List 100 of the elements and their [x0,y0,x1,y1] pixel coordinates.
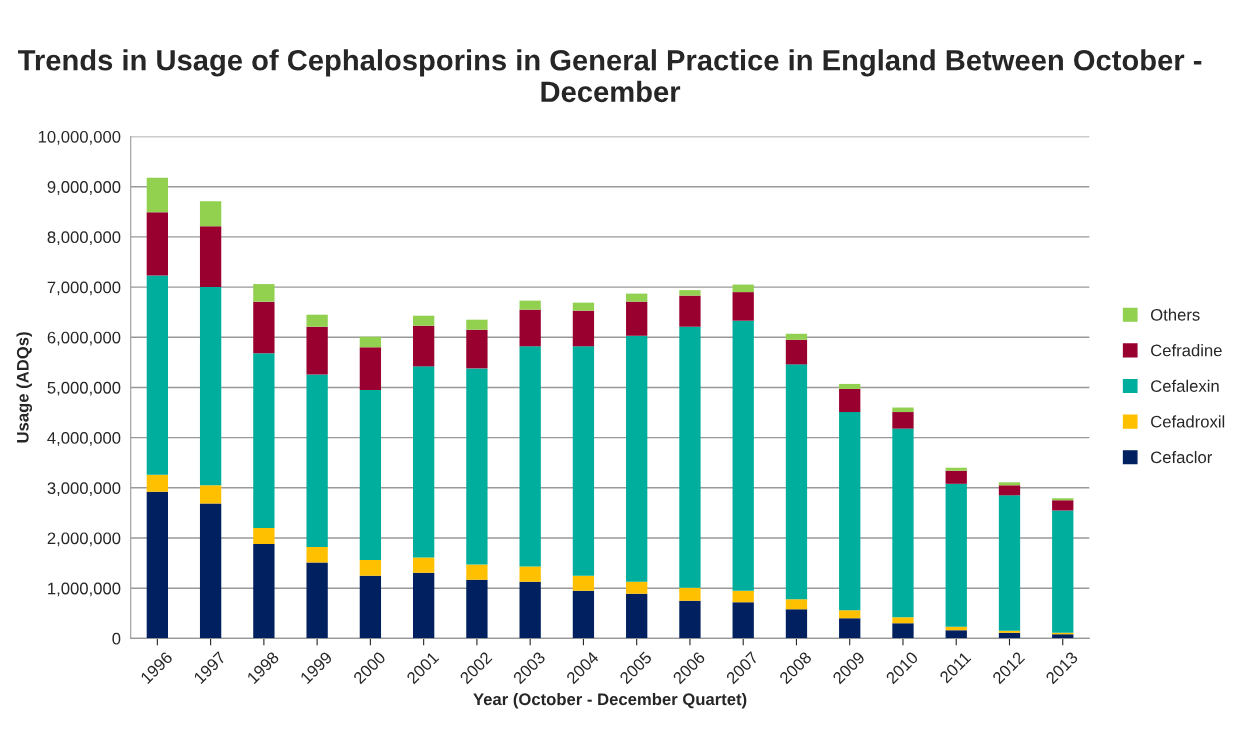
bar [519,309,541,347]
bar [466,368,488,565]
bar [785,609,808,639]
legend-label: Cefradine [1151,344,1222,357]
bar [839,383,861,389]
bar [732,284,754,293]
bar [572,590,595,639]
y-tick-label: 6,000,000 [47,331,121,346]
y-axis-title: Usage (ADQs) [16,332,33,443]
bar [306,314,328,327]
y-tick-label: 5,000,000 [47,381,121,396]
bar [466,579,488,639]
bar [199,226,222,288]
bar [626,593,648,639]
bar [732,292,754,321]
bar [466,319,488,330]
bar [519,346,541,567]
bar [1052,498,1074,501]
bar [892,623,914,639]
bar [785,333,808,340]
bar [998,485,1021,496]
bar [519,566,541,582]
y-tick-label: 0 [112,632,121,645]
bar [892,428,914,618]
bar [785,339,808,365]
bar [306,374,328,548]
y-tick-label: 9,000,000 [47,181,121,195]
legend-label: Others [1151,308,1200,321]
bar [359,575,382,639]
bar [998,482,1021,486]
y-tick-label: 8,000,000 [47,231,121,246]
bar [412,557,435,573]
bar [306,326,328,375]
y-tick-label: 4,000,000 [47,432,121,446]
bar [785,599,808,610]
bar [146,212,169,276]
bar [679,295,701,327]
bar [679,290,701,296]
bar [253,353,275,528]
bar [146,491,169,639]
bar [679,326,701,588]
bar [359,560,382,576]
bar [892,407,914,413]
bar [412,325,435,367]
y-tick-label: 7,000,000 [47,281,121,296]
bar [732,590,754,603]
bar [253,544,275,639]
y-tick-label: 2,000,000 [47,532,121,547]
bar [359,336,382,348]
bar [359,389,382,561]
bar [253,284,275,302]
bar [253,527,275,545]
chart-title: Trends in Usage of Cephalosporins in General Practice in England Between October - December [18,49,1202,103]
bar [1052,634,1074,639]
bar [945,467,967,471]
bar [519,581,541,639]
bar [1052,510,1074,633]
bar [572,302,595,311]
bar [945,483,967,627]
bar [199,503,222,639]
bar [306,547,328,563]
bar [998,495,1021,631]
bar [572,310,595,347]
bar [892,617,914,624]
bar [892,412,914,429]
legend-label: Cefalexin [1151,379,1219,392]
bar [679,600,701,639]
bar [466,564,488,580]
bar [732,320,754,591]
y-tick-label: 10,000,000 [38,130,121,145]
bar [466,329,488,369]
legend-label: Cefaclor [1151,450,1212,464]
bar [839,388,861,413]
bar [412,572,435,639]
bar [839,610,861,619]
bar [732,602,754,639]
bar [626,581,648,594]
legend-label: Cefadroxil [1151,415,1225,428]
bar [519,300,541,310]
bar [945,470,967,484]
y-tick-label: 1,000,000 [48,582,121,597]
bar [679,587,701,601]
bar [945,630,967,639]
bar [626,301,648,336]
bar [253,301,275,354]
bar [839,412,861,611]
bar [146,275,169,475]
bar [199,287,222,486]
bar [412,366,435,558]
bar [626,293,648,302]
bar [146,474,169,492]
bar [572,575,595,591]
bar [998,630,1021,633]
bar [572,346,595,576]
bar [199,201,222,227]
bar [839,618,861,639]
bar [626,335,648,582]
y-tick-label: 3,000,000 [47,482,121,496]
bar [146,177,169,213]
bar [1052,500,1074,511]
